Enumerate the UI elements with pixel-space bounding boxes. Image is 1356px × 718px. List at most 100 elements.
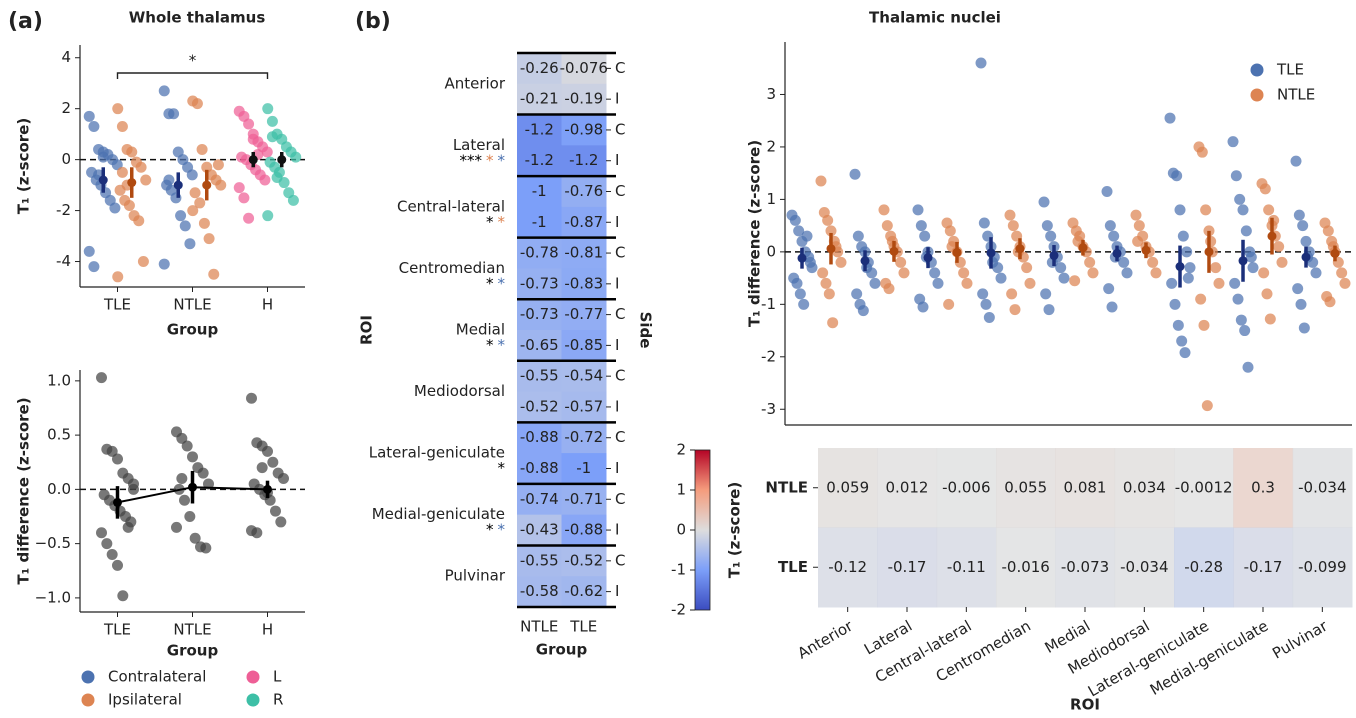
mean-marker	[127, 178, 137, 188]
x-tick-label: Pulvinar	[1269, 616, 1331, 662]
heatmap-cell	[517, 545, 562, 577]
data-point	[135, 161, 147, 173]
mean-marker	[1238, 256, 1248, 266]
side-label: C	[615, 244, 625, 262]
data-point	[187, 451, 198, 463]
legend-label: L	[273, 668, 282, 686]
data-point	[116, 166, 128, 178]
heatmap-cell	[517, 391, 562, 423]
heatmap-cell	[877, 448, 938, 528]
significance-mark: *	[498, 459, 506, 477]
data-point	[1103, 283, 1115, 295]
legend-marker	[81, 693, 95, 707]
mean-marker	[1330, 248, 1340, 258]
heatmap-cell	[517, 576, 562, 608]
data-point	[184, 238, 196, 250]
data-point	[1324, 296, 1336, 308]
cell-label: -0.76	[564, 182, 603, 200]
heatmap-cell	[1292, 448, 1353, 528]
heatmap-cell	[561, 360, 607, 393]
data-point	[116, 121, 128, 133]
mean-line	[117, 486, 268, 504]
data-point	[1130, 209, 1142, 221]
data-point	[798, 298, 810, 310]
cell-label: -0.099	[1298, 558, 1346, 576]
mean-marker	[248, 155, 258, 165]
data-point	[194, 197, 206, 209]
data-point	[112, 271, 124, 283]
y-tick-label: 2	[766, 137, 776, 155]
significance-marks: *** * *	[460, 151, 506, 169]
data-point	[1245, 251, 1257, 263]
side-label: C	[615, 551, 625, 569]
data-point	[1232, 293, 1244, 305]
roi-label: Anterior	[444, 74, 505, 92]
data-point	[158, 85, 170, 97]
heatmap-cell	[1055, 448, 1116, 528]
colorbar	[694, 449, 711, 611]
cell-label: -0.57	[564, 397, 603, 415]
side-label: I	[615, 151, 619, 169]
heatmap-cell	[561, 545, 607, 577]
cell-label: -0.034	[1298, 478, 1346, 496]
data-point	[1084, 256, 1096, 268]
side-label: C	[615, 490, 625, 508]
cell-label: -0.55	[520, 367, 559, 385]
data-point	[1263, 204, 1275, 216]
data-point	[184, 511, 196, 523]
data-point	[1184, 262, 1196, 274]
cell-label: -1.2	[569, 151, 598, 169]
data-point	[262, 210, 274, 222]
x-tick-label: NTLE	[173, 296, 211, 314]
heatmap-cell	[517, 114, 562, 146]
data-point	[133, 215, 145, 227]
heatmap-cell	[561, 83, 607, 116]
data-point	[1169, 298, 1181, 310]
significance-mark: ***	[460, 151, 483, 169]
cell-label: -0.076	[560, 59, 608, 77]
data-point	[1198, 319, 1210, 331]
data-point	[112, 103, 124, 115]
data-point	[1196, 146, 1208, 158]
cell-label: -0.52	[520, 397, 559, 415]
heatmap-cell	[517, 360, 562, 393]
panel-label: (b)	[355, 9, 391, 34]
side-label: I	[615, 397, 619, 415]
data-point	[270, 505, 281, 517]
data-point	[835, 256, 847, 268]
roi-label: Mediodorsal	[414, 382, 505, 400]
mean-marker	[202, 180, 212, 190]
data-point	[958, 267, 970, 279]
heatmap-cell	[517, 53, 562, 85]
data-point	[168, 108, 180, 120]
heatmap-cell	[517, 83, 562, 116]
data-point	[789, 214, 801, 226]
data-point	[1172, 319, 1184, 331]
cell-label: -1	[532, 182, 547, 200]
mean-marker	[1141, 245, 1151, 255]
mean-marker	[1112, 248, 1122, 258]
y-tick-label: -1	[761, 295, 776, 313]
roi-label: Centromedian	[399, 259, 505, 277]
data-point	[1240, 225, 1252, 237]
y-tick-label: 1	[766, 190, 776, 208]
heatmap-cell	[561, 206, 607, 239]
cell-label: 0.055	[1004, 478, 1047, 496]
data-point	[917, 301, 929, 313]
data-point	[827, 317, 839, 329]
y-tick-label: -2	[56, 201, 71, 219]
data-point	[88, 121, 100, 133]
data-point	[96, 527, 107, 539]
data-point	[1276, 256, 1288, 268]
cell-label: -1	[576, 459, 591, 477]
data-point	[123, 199, 135, 211]
y-tick-label: 4	[61, 48, 71, 66]
data-point	[112, 453, 123, 465]
data-point	[898, 267, 910, 279]
panel-label: (a)	[8, 9, 43, 34]
data-point	[961, 277, 973, 289]
data-point	[112, 559, 123, 571]
significance-mark: *	[498, 151, 506, 169]
data-point	[1101, 186, 1113, 198]
significance-mark: *	[486, 151, 494, 169]
